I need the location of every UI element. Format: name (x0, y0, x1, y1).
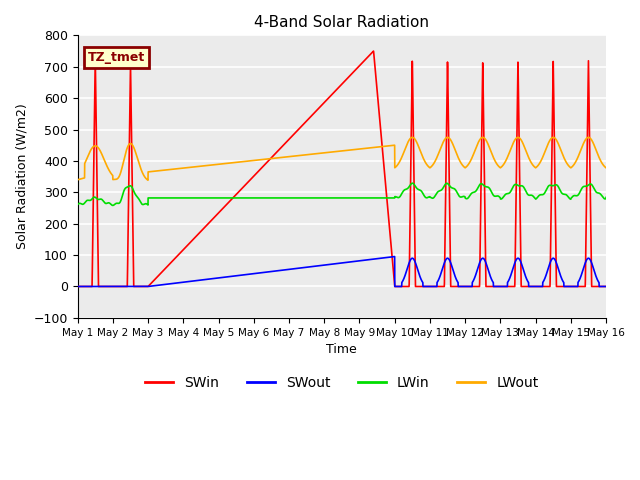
Y-axis label: Solar Radiation (W/m2): Solar Radiation (W/m2) (15, 104, 28, 250)
X-axis label: Time: Time (326, 343, 357, 356)
Title: 4-Band Solar Radiation: 4-Band Solar Radiation (254, 15, 429, 30)
Text: TZ_tmet: TZ_tmet (88, 51, 145, 64)
Legend: SWin, SWout, LWin, LWout: SWin, SWout, LWin, LWout (140, 371, 544, 396)
